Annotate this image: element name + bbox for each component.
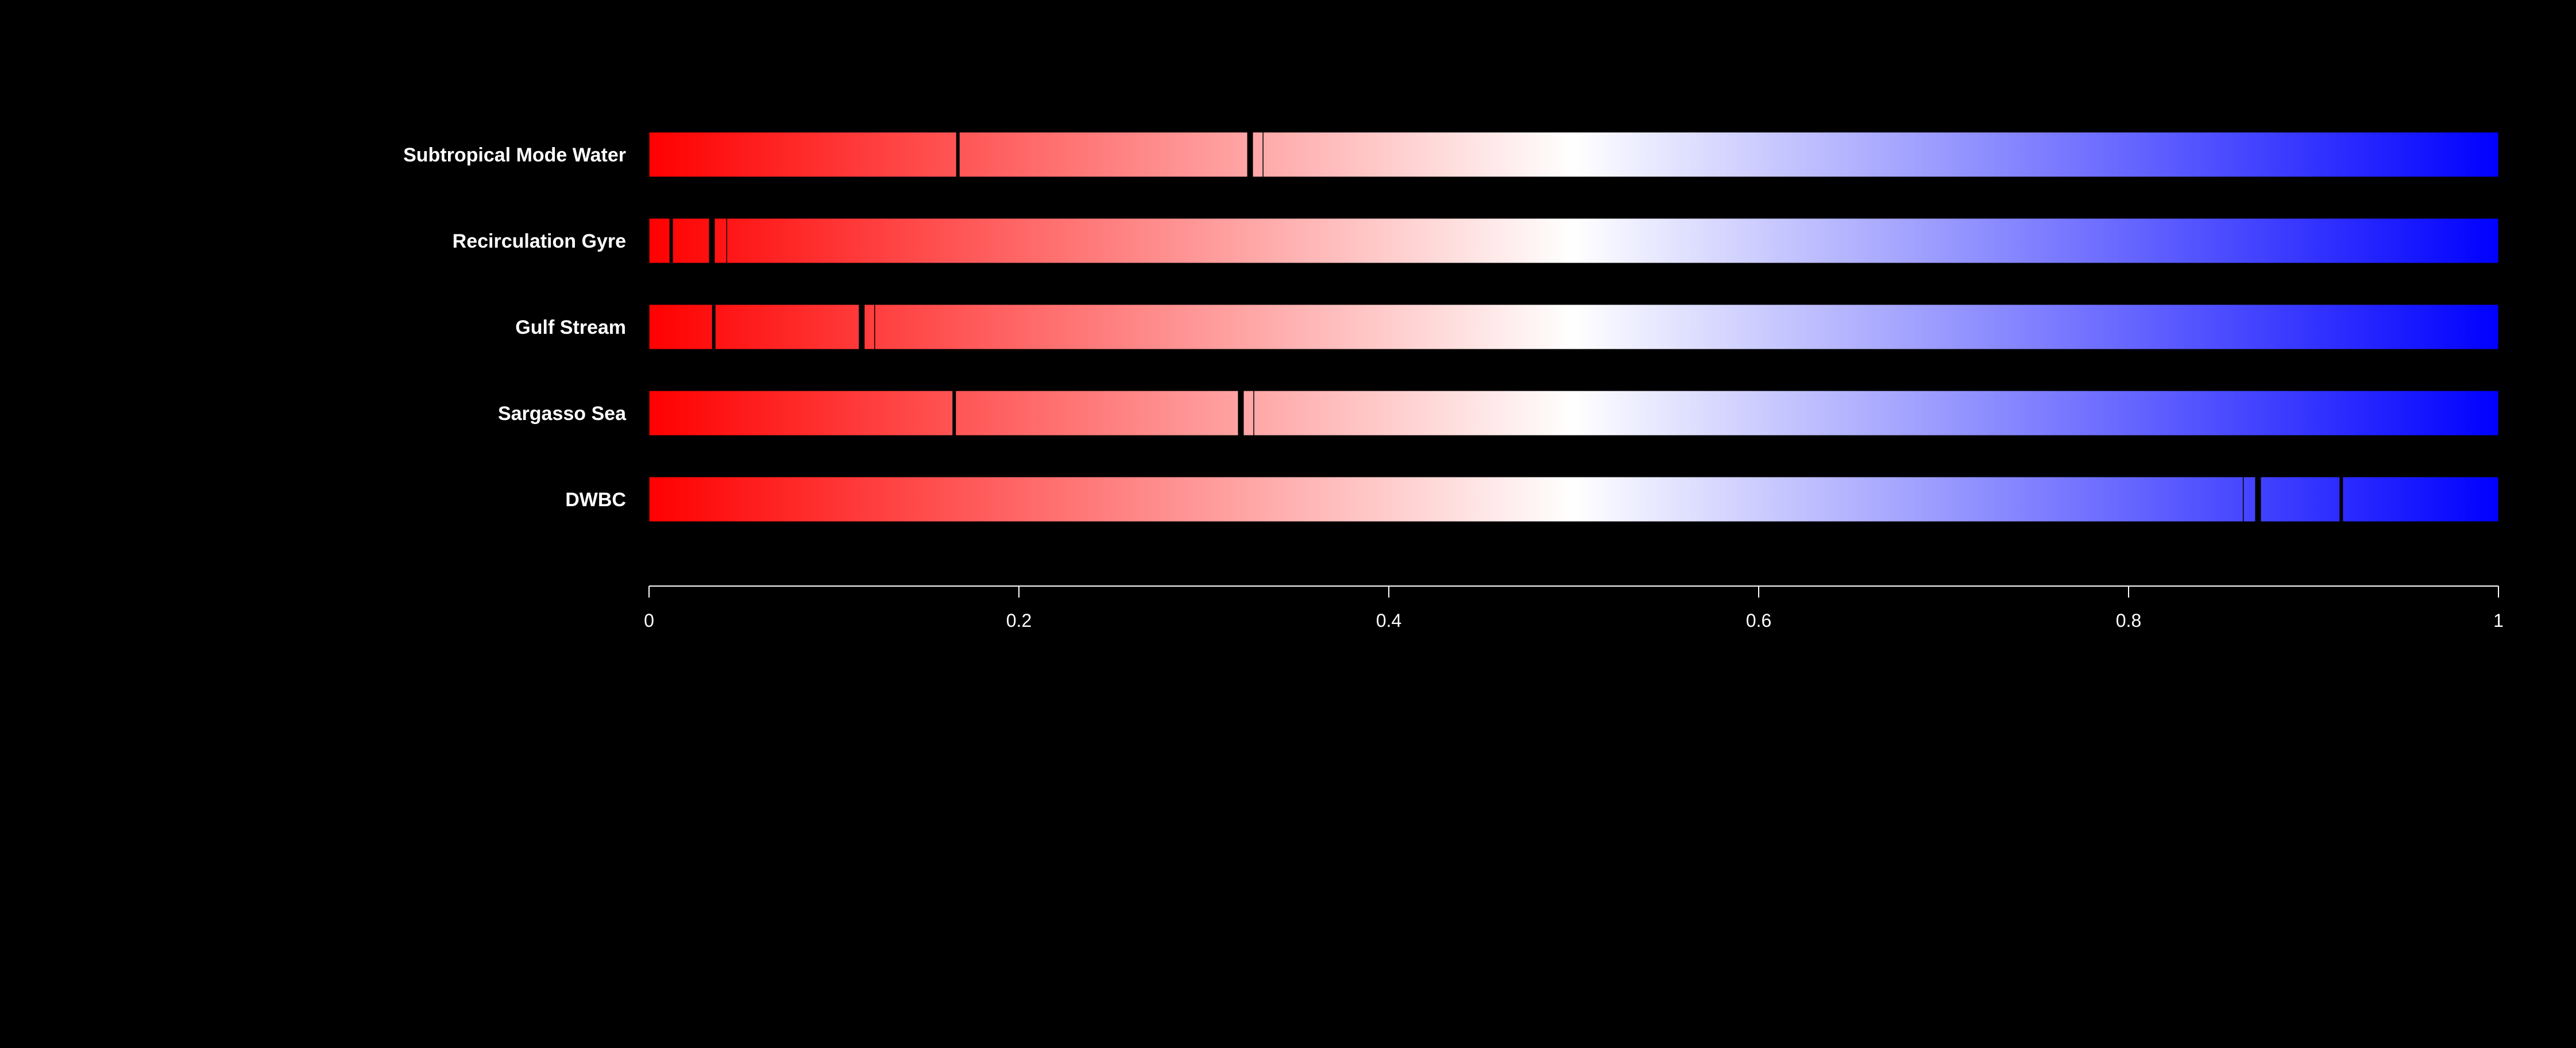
bar-recirculation_gyre xyxy=(649,218,2498,263)
x-tick-label: 1 xyxy=(2493,610,2504,631)
x-tick-label: 0 xyxy=(644,610,654,631)
x-tick-label: 0.4 xyxy=(1376,610,1401,631)
category-label-sargasso_sea: Sargasso Sea xyxy=(498,403,627,425)
bar-subtropical_mode_water xyxy=(649,132,2498,177)
category-label-gulf_stream: Gulf Stream xyxy=(515,317,626,338)
x-tick-label: 0.6 xyxy=(1746,610,1771,631)
bar-sargasso_sea xyxy=(649,391,2498,436)
category-label-dwbc: DWBC xyxy=(565,489,626,511)
chart-root: Subtropical Mode Water Recirculation Gyre… xyxy=(0,0,2576,1048)
category-label-subtropical_mode_water: Subtropical Mode Water xyxy=(403,144,626,166)
bar-gulf_stream xyxy=(649,305,2498,349)
x-tick-label: 0.2 xyxy=(1006,610,1032,631)
x-tick-label: 0.8 xyxy=(2116,610,2141,631)
bar-dwbc xyxy=(649,477,2498,522)
category-label-recirculation_gyre: Recirculation Gyre xyxy=(453,230,626,252)
